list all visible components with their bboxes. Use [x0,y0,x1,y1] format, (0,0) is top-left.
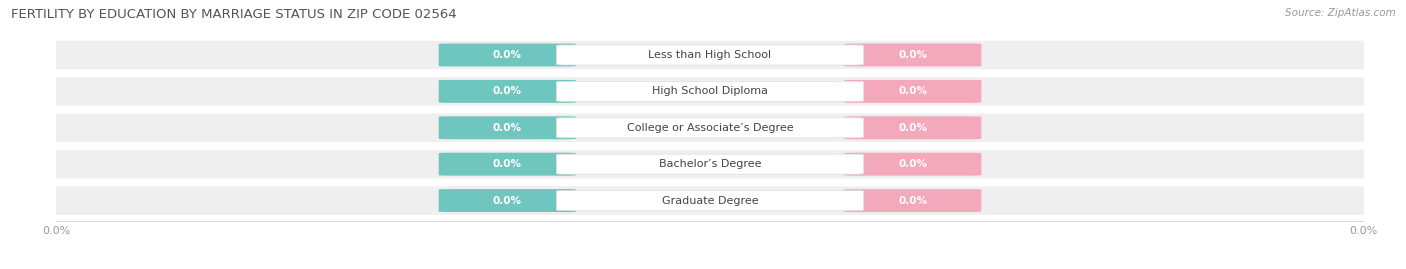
FancyBboxPatch shape [37,77,1384,105]
Text: Source: ZipAtlas.com: Source: ZipAtlas.com [1285,8,1396,18]
FancyBboxPatch shape [439,116,576,139]
FancyBboxPatch shape [557,45,863,65]
FancyBboxPatch shape [37,150,1384,178]
Text: 0.0%: 0.0% [494,50,522,60]
Text: High School Diploma: High School Diploma [652,86,768,96]
Text: Bachelor’s Degree: Bachelor’s Degree [659,159,761,169]
FancyBboxPatch shape [439,189,576,212]
Text: 0.0%: 0.0% [494,159,522,169]
FancyBboxPatch shape [844,116,981,139]
Text: Less than High School: Less than High School [648,50,772,60]
FancyBboxPatch shape [37,114,1384,142]
FancyBboxPatch shape [37,41,1384,69]
Legend: Married, Unmarried: Married, Unmarried [634,266,786,269]
Text: FERTILITY BY EDUCATION BY MARRIAGE STATUS IN ZIP CODE 02564: FERTILITY BY EDUCATION BY MARRIAGE STATU… [11,8,457,21]
FancyBboxPatch shape [557,190,863,211]
FancyBboxPatch shape [439,44,576,66]
Text: 0.0%: 0.0% [898,50,927,60]
Text: 0.0%: 0.0% [494,196,522,206]
Text: 0.0%: 0.0% [898,123,927,133]
FancyBboxPatch shape [844,189,981,212]
Text: 0.0%: 0.0% [898,159,927,169]
FancyBboxPatch shape [439,153,576,176]
Text: 0.0%: 0.0% [494,123,522,133]
Text: Graduate Degree: Graduate Degree [662,196,758,206]
FancyBboxPatch shape [557,81,863,101]
FancyBboxPatch shape [844,44,981,66]
FancyBboxPatch shape [844,80,981,103]
Text: 0.0%: 0.0% [494,86,522,96]
FancyBboxPatch shape [557,154,863,174]
FancyBboxPatch shape [37,186,1384,215]
FancyBboxPatch shape [844,153,981,176]
Text: College or Associate’s Degree: College or Associate’s Degree [627,123,793,133]
FancyBboxPatch shape [439,80,576,103]
Text: 0.0%: 0.0% [898,196,927,206]
Text: 0.0%: 0.0% [898,86,927,96]
FancyBboxPatch shape [557,118,863,138]
